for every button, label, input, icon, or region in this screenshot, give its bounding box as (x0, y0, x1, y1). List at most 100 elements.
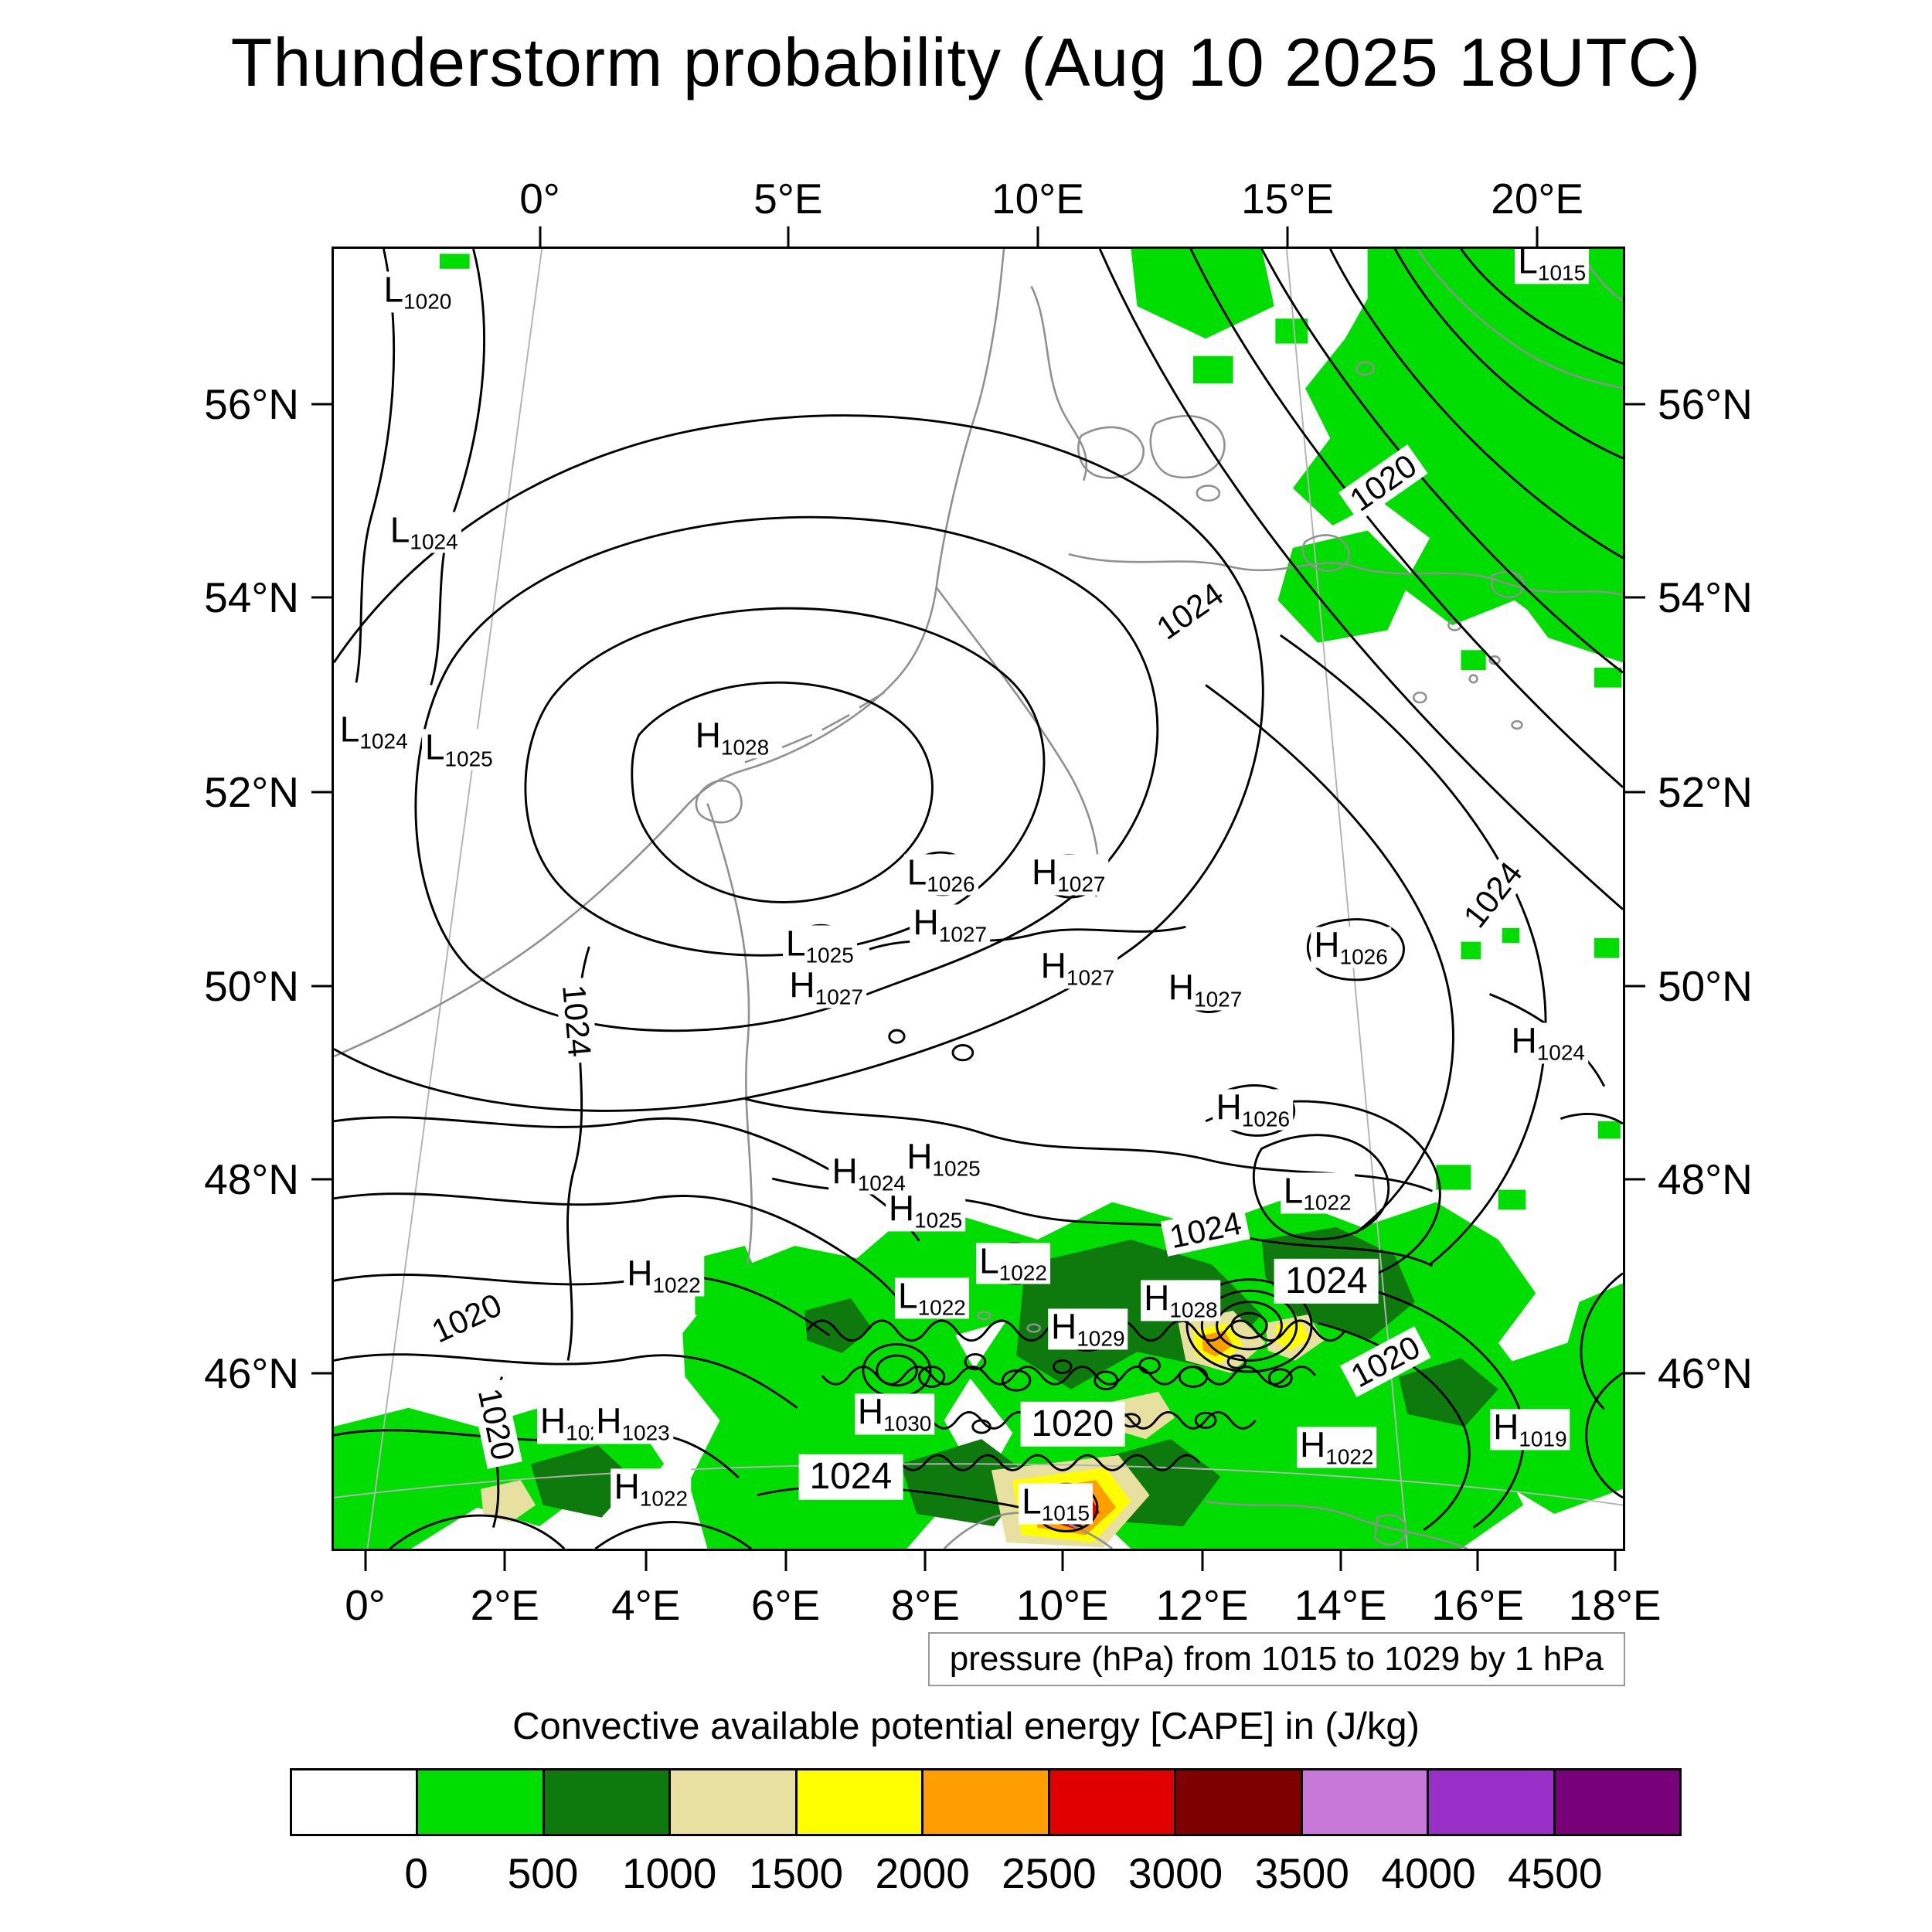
pressure-value: 1027 (1066, 965, 1115, 990)
pressure-value: 1022 (998, 1260, 1047, 1285)
pressure-letter: H (1144, 1277, 1170, 1318)
x-axis-tick-bottom (923, 1551, 927, 1571)
x-axis-tick-bottom (784, 1551, 787, 1571)
pressure-letter: H (913, 902, 939, 943)
colorbar-segment (1555, 1770, 1679, 1834)
pressure-center-l-1015: L1015 (1019, 1483, 1094, 1525)
y-axis-tick-right (1625, 791, 1645, 794)
y-axis-label-right: 48°N (1658, 1155, 1753, 1203)
pressure-center-h-1019: H1019 (1490, 1409, 1570, 1451)
pressure-letter: H (1031, 852, 1058, 893)
pressure-center-l-1024: L1024 (386, 512, 461, 553)
y-axis-label-right: 54°N (1658, 573, 1753, 622)
x-axis-label-bottom: 16°E (1431, 1581, 1525, 1629)
pressure-value: 1022 (1303, 1190, 1352, 1215)
pressure-letter: H (789, 964, 815, 1005)
x-axis-label-top: 15°E (1241, 175, 1335, 223)
y-axis-tick-right (1625, 985, 1645, 988)
isobar-label-1020: 1020 (1338, 444, 1428, 522)
y-axis-tick-left (311, 1178, 332, 1181)
pressure-letter: H (596, 1400, 622, 1440)
colorbar-tick-label: 1000 (621, 1849, 717, 1897)
pressure-center-h-1024: H1024 (1508, 1022, 1589, 1064)
isobar-label-1024: 1024 (1160, 1203, 1250, 1257)
pressure-value: 1022 (917, 1295, 966, 1320)
y-axis-label-left: 56°N (204, 380, 299, 429)
x-axis-label-top: 5°E (753, 175, 823, 223)
pressure-center-l-1025: L1025 (421, 729, 496, 770)
x-axis-label-bottom: 12°E (1155, 1581, 1249, 1629)
colorbar-segment (1176, 1770, 1303, 1834)
pressure-letter: H (1168, 967, 1195, 1008)
pressure-center-h-1027: H1027 (1165, 967, 1246, 1012)
pressure-letter: L (979, 1240, 999, 1281)
x-axis-tick-bottom (503, 1551, 506, 1571)
pressure-value: 1027 (1194, 987, 1243, 1012)
x-axis-tick-bottom (1339, 1551, 1342, 1571)
pressure-center-h-1028: H1028 (692, 715, 773, 760)
colorbar-tick-label: 3500 (1254, 1849, 1349, 1897)
isobar-label-1024: 1024 (1145, 573, 1235, 651)
colorbar-tick-label: 0 (404, 1849, 429, 1897)
pressure-center-h-1029: H1029 (1048, 1306, 1128, 1351)
colorbar-segment (418, 1770, 545, 1834)
pressure-value: 1023 (621, 1420, 670, 1444)
colorbar-segment (671, 1770, 798, 1834)
map-frame: L1020 L1015 L1024 L1024 L1025 H1028 L1026 H1027… (332, 247, 1625, 1551)
y-axis-label-left: 48°N (204, 1155, 299, 1203)
pressure-center-h-1027: H1027 (1028, 852, 1109, 896)
pressure-value: 1024 (359, 729, 408, 753)
pressure-center-l-1015: L1015 (1515, 249, 1590, 284)
colorbar-segment (544, 1770, 672, 1834)
pressure-value: 1027 (815, 985, 863, 1009)
pressure-letter: H (832, 1151, 858, 1192)
pressure-letter: H (857, 1391, 884, 1432)
pressure-value: 1028 (720, 735, 770, 760)
graticule (334, 249, 1623, 1549)
pressure-center-h-1025: H1025 (903, 1138, 984, 1180)
colorbar-segment (923, 1770, 1050, 1834)
colorbar-tick-label: 4000 (1381, 1849, 1476, 1897)
colorbar-tick-label: 3000 (1128, 1849, 1223, 1897)
pressure-letter: H (1216, 1087, 1242, 1128)
pressure-value: 1025 (805, 943, 854, 968)
y-axis-tick-right (1625, 1372, 1645, 1375)
pressure-center-l-1026: L1026 (903, 852, 978, 896)
isobar-label-1020: 1020 (1339, 1325, 1432, 1397)
colorbar-segment (1302, 1770, 1430, 1834)
y-axis-label-right: 52°N (1658, 767, 1753, 816)
pressure-letter: L (906, 852, 927, 893)
pressure-letter: L (339, 709, 360, 750)
isobar-label-1020: 1020 (1020, 1401, 1125, 1447)
colorbar-segment (292, 1770, 419, 1834)
pressure-value: 1024 (857, 1171, 906, 1196)
pressure-letter: H (614, 1466, 640, 1507)
pressure-value: 1029 (1077, 1326, 1125, 1351)
y-axis-tick-right (1625, 1178, 1645, 1181)
pressure-value: 1027 (938, 922, 988, 947)
x-axis-tick-bottom (645, 1551, 648, 1571)
pressure-center-h-1022: H1022 (1296, 1427, 1377, 1468)
y-axis-tick-left (311, 1372, 332, 1375)
x-axis-tick-bottom (1061, 1551, 1064, 1571)
pressure-center-h-1024: H1024 (828, 1151, 909, 1196)
colorbar-segment (797, 1770, 924, 1834)
pressure-value: 1026 (1241, 1107, 1291, 1131)
map-label-overlay: L1020 L1015 L1024 L1024 L1025 H1028 L1026 H1027… (334, 249, 1623, 1549)
x-axis-label-bottom: 8°E (890, 1581, 960, 1629)
colorbar-tick-labels: 0 500 1000 1500 2000 2500 3000 3500 4000 4500 (290, 1849, 1682, 1903)
x-axis-label-bottom: 6°E (750, 1581, 821, 1629)
isobar-label-1024: 1024 (554, 977, 598, 1065)
pressure-center-h-1025: H1025 (885, 1190, 966, 1232)
y-axis-tick-left (311, 985, 332, 988)
y-axis-label-left: 52°N (204, 767, 299, 816)
y-axis-label-right: 56°N (1658, 380, 1753, 429)
pressure-center-h-1023: H1023 (593, 1400, 673, 1444)
isobar-label-1024: 1024 (1274, 1258, 1379, 1304)
colorbar-tick-label: 500 (507, 1849, 579, 1897)
pressure-value: 1022 (639, 1486, 689, 1511)
pressure-letter: H (695, 715, 721, 756)
isobar-label-1024: 1024 (1452, 850, 1533, 940)
pressure-value: 1028 (1169, 1298, 1218, 1322)
pressure-letter: H (1051, 1306, 1077, 1347)
